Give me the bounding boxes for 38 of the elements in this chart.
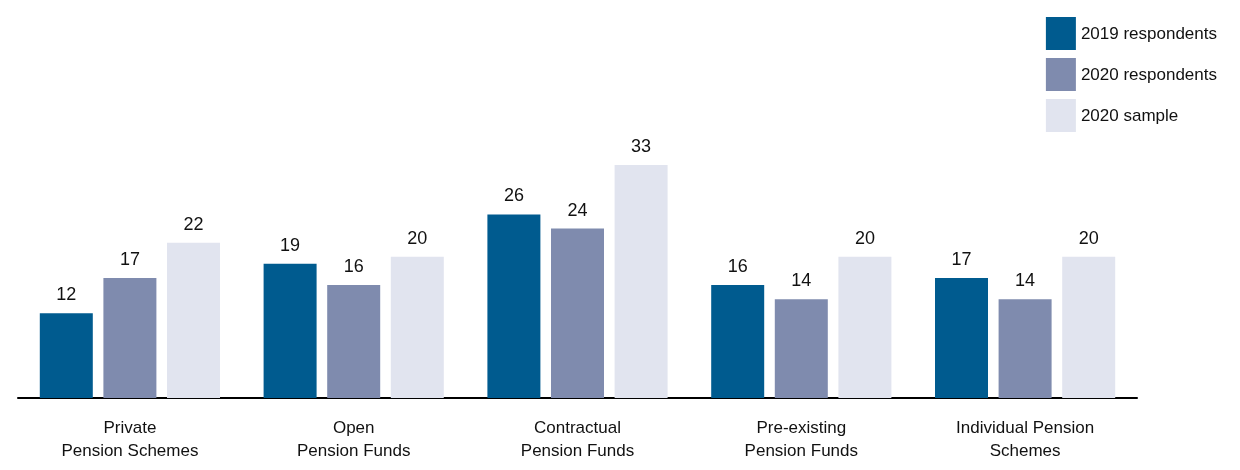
data-label: 20 xyxy=(407,227,428,248)
data-label: 20 xyxy=(1078,227,1099,248)
data-label: 33 xyxy=(631,136,652,156)
bar xyxy=(935,277,988,398)
data-label: 14 xyxy=(1015,270,1036,291)
legend-label: 2020 sample xyxy=(1080,106,1179,125)
bar xyxy=(711,285,765,398)
data-label: 20 xyxy=(854,227,875,248)
bar xyxy=(774,299,828,398)
data-label: 16 xyxy=(343,256,364,277)
bar xyxy=(167,242,220,398)
legend-label: 2019 respondents xyxy=(1080,24,1217,43)
bar xyxy=(1062,256,1116,398)
x-tick-label: Private Pension Schemes xyxy=(61,418,199,460)
bar xyxy=(998,299,1052,398)
legend-label: 2020 respondents xyxy=(1080,65,1217,84)
data-label: 22 xyxy=(183,213,204,234)
bar xyxy=(551,228,604,398)
bar xyxy=(390,256,444,398)
data-label: 12 xyxy=(56,284,77,305)
bar xyxy=(487,214,541,398)
data-label: 14 xyxy=(791,270,812,291)
data-label: 17 xyxy=(951,248,972,269)
data-label: 17 xyxy=(119,248,140,269)
bar xyxy=(39,313,93,398)
bar xyxy=(327,285,381,398)
bar xyxy=(838,256,892,398)
x-tick-label: Contractual Pension Funds xyxy=(520,418,635,460)
x-tick-label: Individual Pension Schemes xyxy=(956,418,1095,460)
data-label: 24 xyxy=(567,199,588,220)
data-label: 19 xyxy=(280,234,301,255)
x-tick-label: Open Pension Funds xyxy=(297,418,411,460)
data-label: 16 xyxy=(727,256,748,277)
data-label: 26 xyxy=(503,185,524,206)
bar xyxy=(614,165,668,398)
bar xyxy=(263,263,317,398)
x-tick-label: Pre-existing Pension Funds xyxy=(744,418,858,460)
bar xyxy=(103,277,157,398)
